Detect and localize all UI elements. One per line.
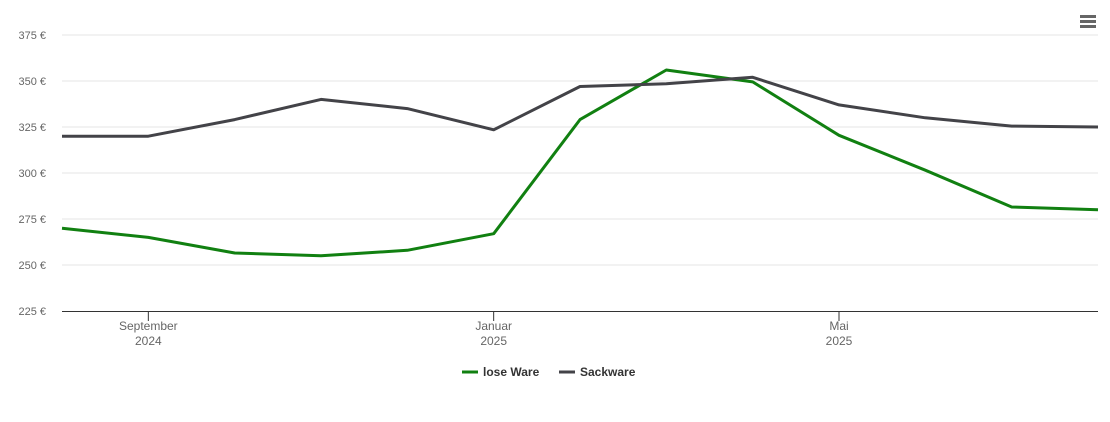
x-tick-year: 2025 [480,334,507,348]
legend-item: lose Ware [462,365,540,379]
y-tick-label: 375 € [18,30,46,42]
legend-label: lose Ware [483,365,540,379]
x-tick-label: September [119,319,178,333]
series-line [62,75,1099,138]
y-tick-label: 300 € [18,168,46,180]
y-tick-label: 325 € [18,122,46,134]
x-tick-label: Mai [829,319,848,333]
x-tick-label: Januar [475,319,512,333]
y-tick-label: 250 € [18,260,46,272]
menu-bar [1080,20,1096,23]
menu-bar [1080,25,1096,28]
legend-label: Sackware [580,365,636,379]
legend-item: Sackware [559,365,636,379]
x-tick-year: 2025 [826,334,853,348]
series-line [61,68,1099,258]
menu-icon[interactable] [1080,15,1096,28]
y-tick-label: 225 € [18,306,46,318]
y-tick-label: 350 € [18,76,46,88]
menu-bar [1080,15,1096,18]
x-tick-year: 2024 [135,334,162,348]
y-tick-label: 275 € [18,214,46,226]
